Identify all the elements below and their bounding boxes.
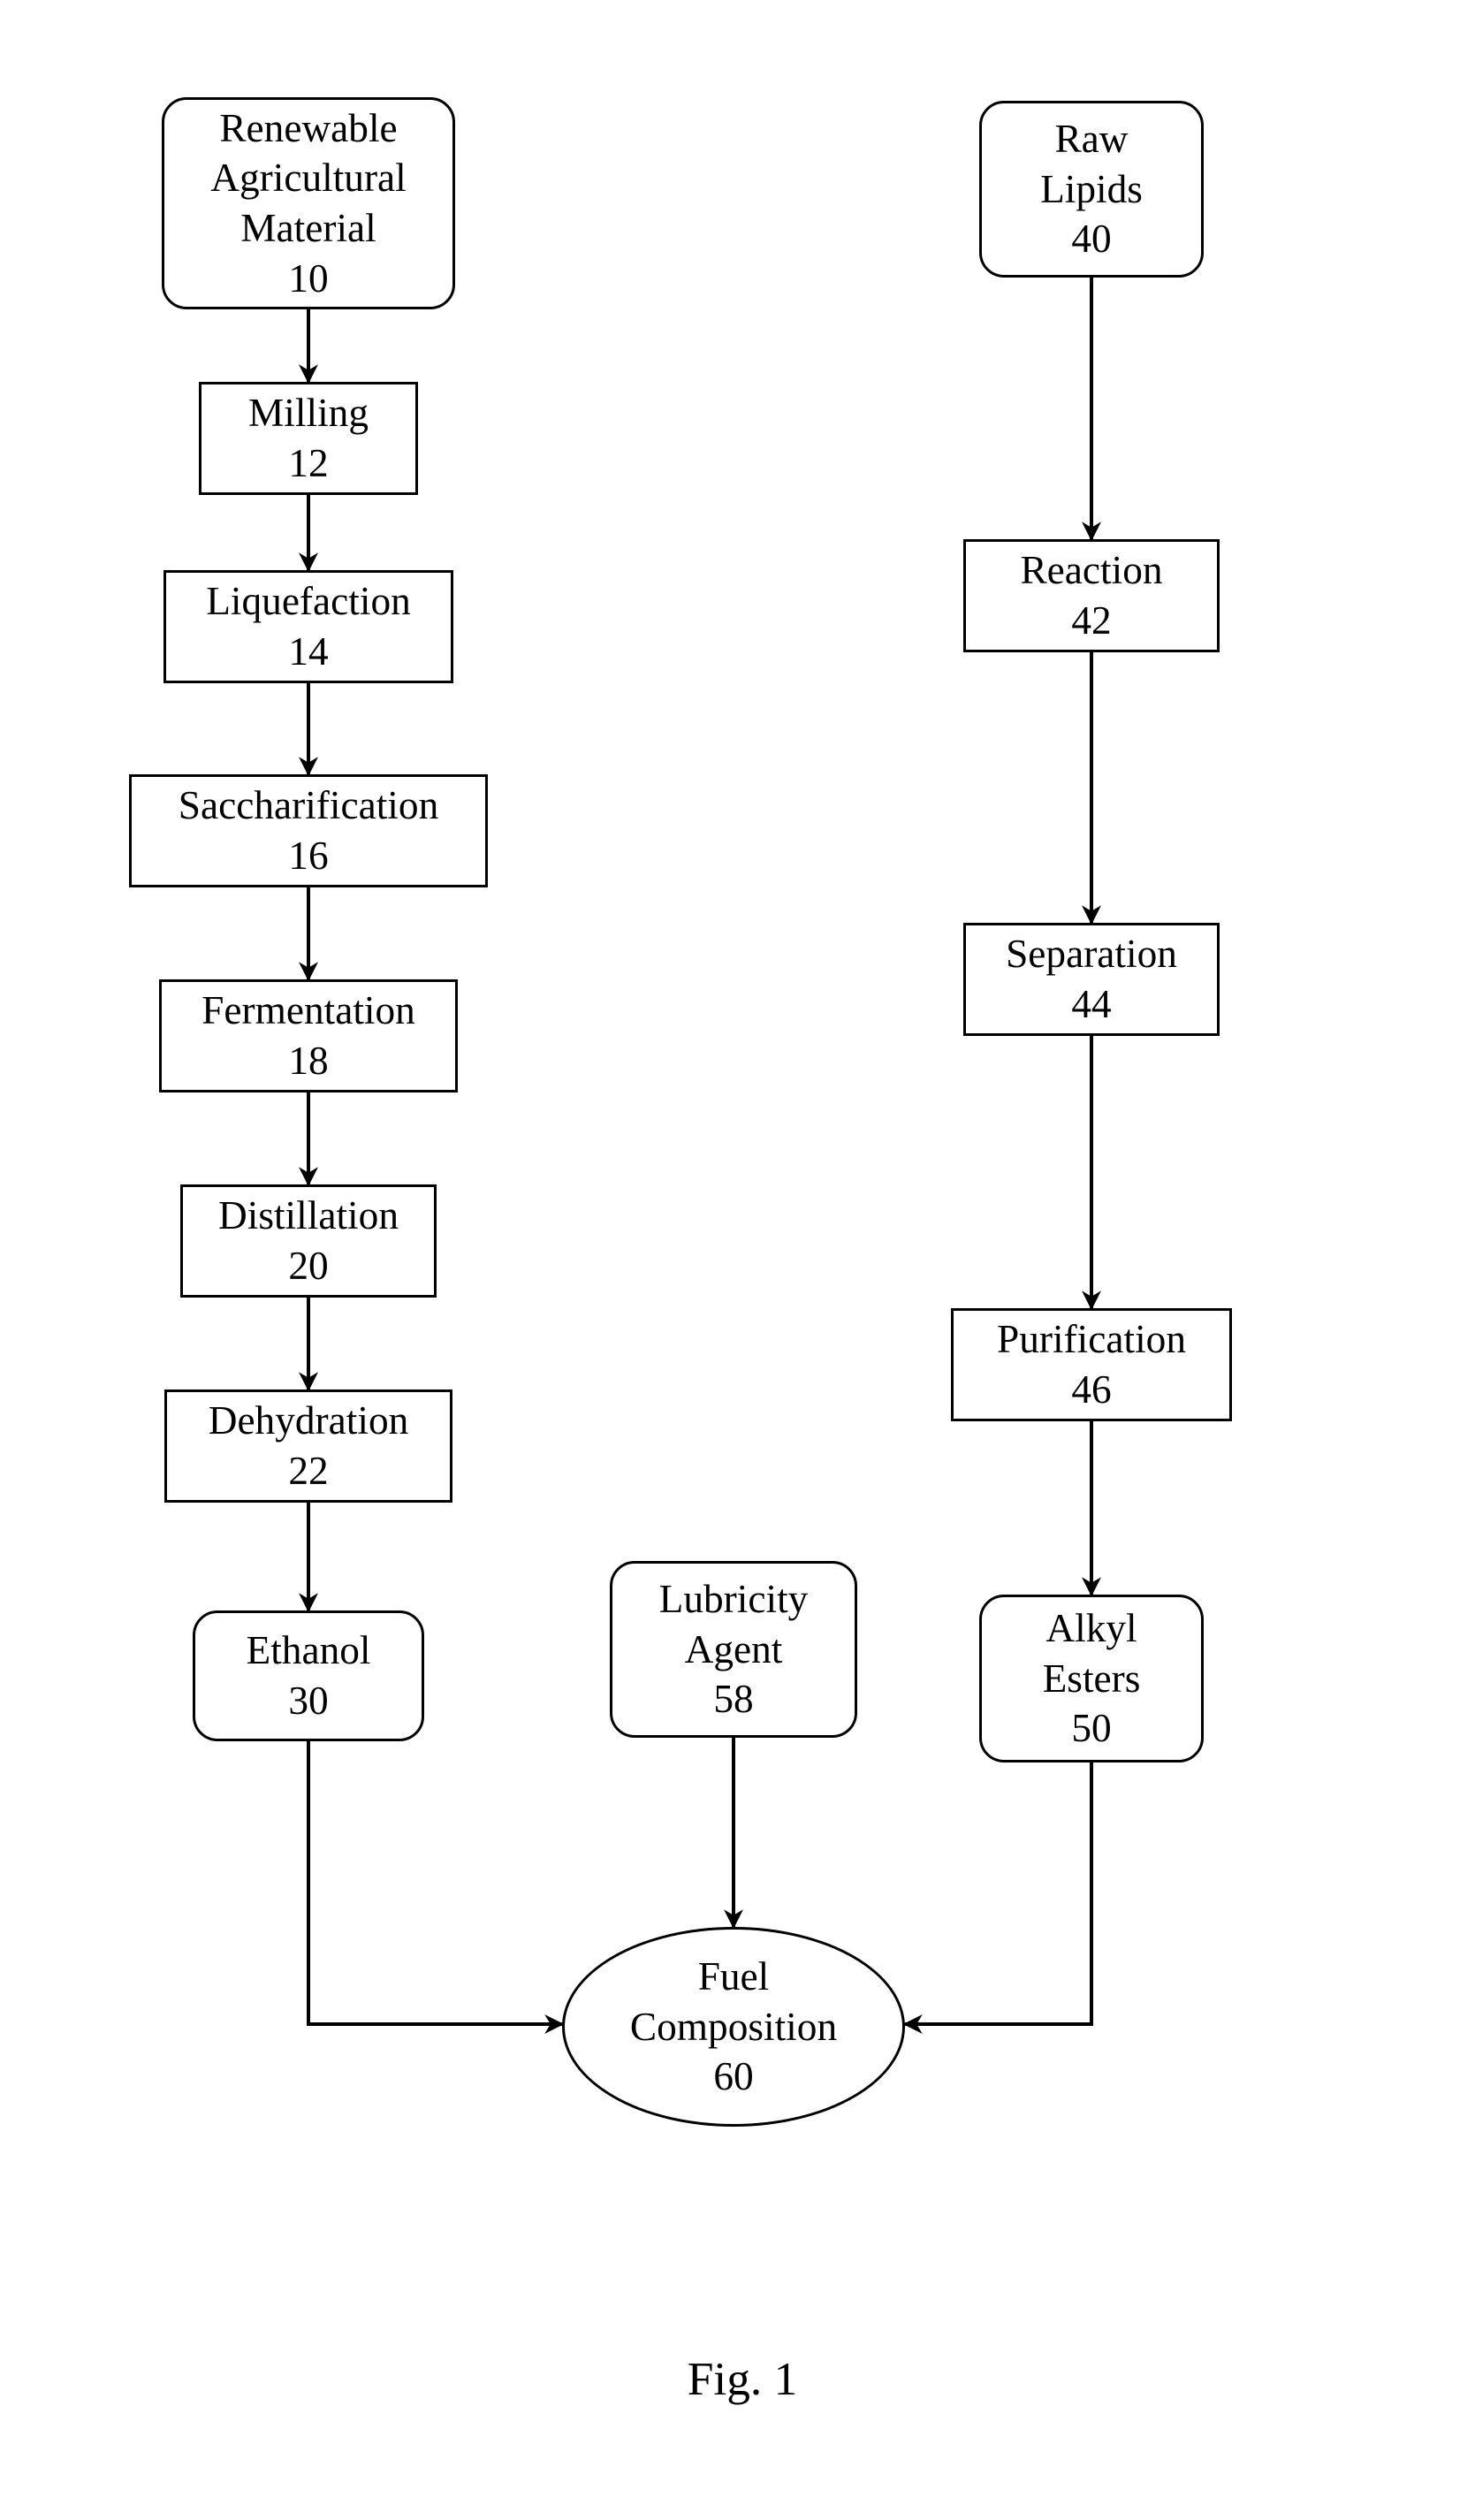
node-n18: Fermentation18 — [159, 979, 458, 1093]
edge-n50-n60 — [905, 1762, 1091, 2024]
node-number: 50 — [1071, 1703, 1111, 1754]
edge-n30-n60 — [308, 1741, 562, 2024]
node-number: 14 — [288, 627, 328, 677]
node-label: Fuel Composition — [630, 1952, 837, 2052]
node-number: 46 — [1071, 1365, 1111, 1415]
node-number: 20 — [288, 1241, 328, 1291]
node-number: 12 — [288, 438, 328, 489]
node-label: Raw Lipids — [1040, 114, 1143, 214]
node-label: Dehydration — [209, 1396, 409, 1446]
node-n16: Saccharification16 — [129, 774, 488, 887]
node-n22: Dehydration22 — [164, 1389, 452, 1503]
node-number: 18 — [288, 1036, 328, 1086]
node-number: 16 — [288, 831, 328, 881]
node-n46: Purification46 — [951, 1308, 1232, 1421]
node-label: Saccharification — [179, 780, 438, 831]
node-label: Fermentation — [201, 986, 415, 1036]
node-number: 42 — [1071, 596, 1111, 646]
node-number: 44 — [1071, 979, 1111, 1030]
node-label: Liquefaction — [206, 576, 411, 627]
node-n14: Liquefaction14 — [163, 570, 453, 683]
node-n20: Distillation20 — [180, 1184, 437, 1298]
node-label: Milling — [248, 388, 369, 438]
node-n60: Fuel Composition60 — [562, 1927, 905, 2127]
node-number: 60 — [713, 2052, 753, 2102]
node-number: 58 — [713, 1674, 753, 1724]
node-number: 22 — [288, 1446, 328, 1496]
node-n44: Separation44 — [963, 923, 1220, 1036]
node-label: Lubricity Agent — [659, 1574, 809, 1674]
node-label: Separation — [1006, 929, 1177, 979]
node-label: Renewable Agricultural Material — [210, 103, 407, 254]
node-number: 30 — [288, 1676, 328, 1726]
node-label: Distillation — [218, 1191, 399, 1241]
node-label: Alkyl Esters — [1043, 1603, 1141, 1703]
node-n58: Lubricity Agent58 — [610, 1561, 857, 1738]
node-n40: Raw Lipids40 — [979, 101, 1204, 278]
node-number: 40 — [1071, 214, 1111, 264]
node-label: Ethanol — [247, 1625, 371, 1676]
figure-caption: Fig. 1 — [654, 2351, 831, 2404]
node-number: 10 — [288, 254, 328, 304]
node-n42: Reaction42 — [963, 539, 1220, 652]
node-n30: Ethanol30 — [193, 1610, 424, 1741]
node-n10: Renewable Agricultural Material10 — [162, 97, 455, 309]
node-n50: Alkyl Esters50 — [979, 1595, 1204, 1762]
node-label: Purification — [997, 1314, 1186, 1365]
node-label: Reaction — [1020, 545, 1162, 596]
node-n12: Milling12 — [199, 382, 418, 495]
